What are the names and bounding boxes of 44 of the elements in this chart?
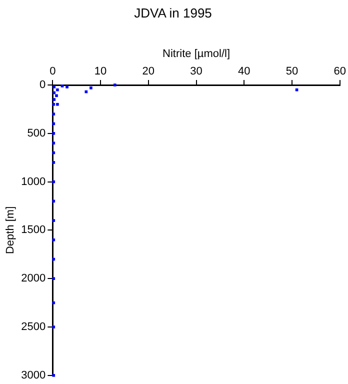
x-tick-label: 60 — [334, 65, 346, 78]
y-tick-label: 3000 — [21, 369, 46, 382]
x-axis-title: Nitrite [µmol/l] — [162, 48, 230, 60]
x-tick-label: 40 — [238, 65, 250, 78]
point — [55, 94, 58, 98]
y-tick-label: 1500 — [21, 224, 46, 236]
point — [90, 86, 92, 90]
point — [52, 122, 56, 126]
point — [52, 200, 56, 203]
x-tick-label: 0 — [50, 65, 56, 78]
y-tick-label: 2500 — [21, 321, 46, 334]
x-tick-label: 50 — [286, 65, 298, 78]
point — [52, 112, 56, 116]
point — [295, 88, 298, 92]
point — [52, 277, 56, 280]
point — [60, 84, 64, 88]
point — [52, 326, 56, 328]
y-tick-label: 2000 — [21, 272, 46, 285]
point — [52, 258, 56, 261]
x-tick-label: 20 — [142, 65, 155, 78]
y-axis-title: Depth [m] — [4, 206, 17, 254]
y-tick-label: 500 — [27, 127, 46, 140]
x-tick-label: 30 — [190, 65, 202, 78]
point — [52, 86, 56, 88]
y-tick-label: 1000 — [21, 176, 46, 188]
point — [52, 142, 56, 144]
point — [52, 301, 56, 304]
point — [52, 132, 56, 135]
point — [52, 219, 56, 222]
point — [52, 238, 56, 242]
point — [52, 374, 56, 377]
point — [56, 102, 59, 106]
point — [52, 151, 56, 154]
point — [52, 102, 56, 106]
point — [56, 88, 59, 92]
point — [52, 180, 56, 184]
point — [52, 161, 56, 164]
point — [52, 98, 56, 101]
point — [113, 84, 116, 86]
point — [52, 91, 56, 94]
chart-title: JDVA in 1995 — [134, 5, 212, 20]
point — [66, 86, 68, 88]
x-tick-label: 10 — [94, 65, 107, 78]
y-tick-label: 0 — [40, 79, 46, 92]
